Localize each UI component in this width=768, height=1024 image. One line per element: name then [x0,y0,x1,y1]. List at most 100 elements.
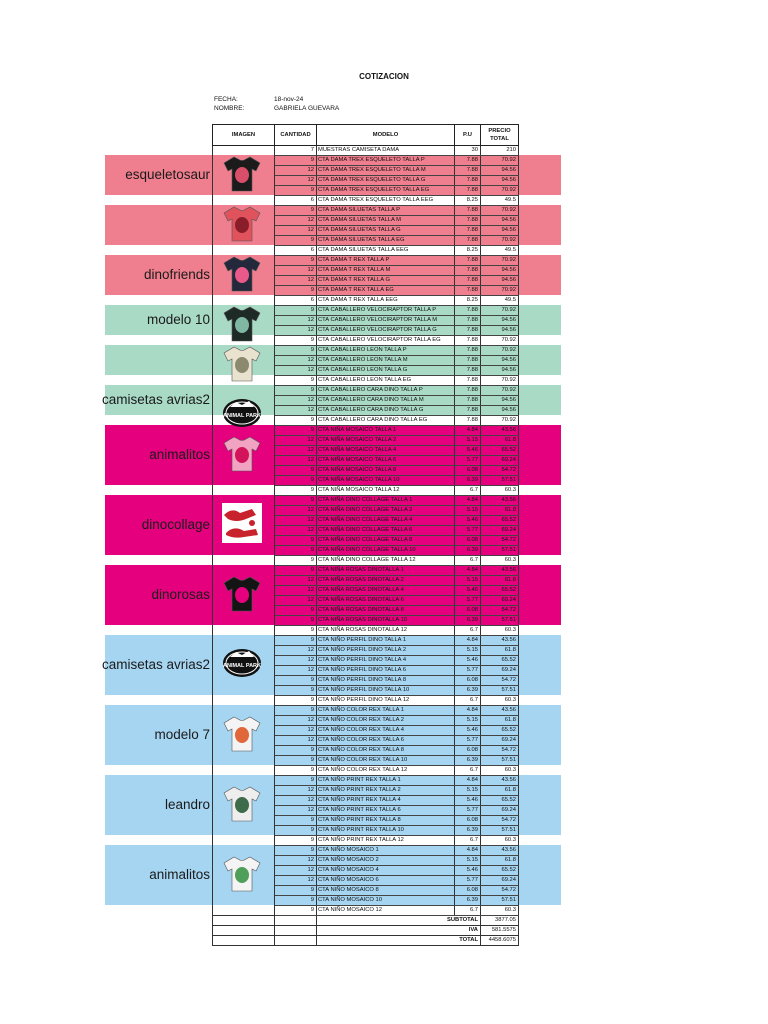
cell-unit-price: 4.84 [454,705,481,716]
cell-total-price: 69.24 [480,665,519,676]
summary-label: IVA [316,925,481,936]
table-row: 9 CTA NIÑO PERFIL DINO TALLA 12 6.7 60.3 [212,695,519,706]
cell-model: CTA DAMA T REX TALLA M [316,265,455,276]
cell-model: CTA DAMA TREX ESQUELETO TALLA G [316,175,455,186]
cell-quantity: 9 [274,465,317,476]
cell-model: CTA NIÑO MOSAICO 4 [316,865,455,876]
cell-unit-price: 5.77 [454,875,481,886]
table-row: 9 CTA NIÑO PERFIL DINO TALLA 8 6.08 54.72 [212,675,519,686]
cell-unit-price: 5.46 [454,445,481,456]
cell-model: CTA DAMA SILUETAS TALLA P [316,205,455,216]
cell-model: CTA NIÑA MOSAICO TALLA 4 [316,445,455,456]
cell-quantity: 12 [274,175,317,186]
cell-model: CTA NIÑO MOSAICO 8 [316,885,455,896]
cell-total-price: 61.8 [480,505,519,516]
header-precio-total: PRECIO TOTAL [480,124,519,146]
cell-unit-price: 5.46 [454,515,481,526]
cell-unit-price: 7.88 [454,415,481,426]
summary-empty-quantity [274,925,317,936]
cell-total-price: 43.56 [480,495,519,506]
cell-unit-price: 6.39 [454,615,481,626]
cell-image [212,895,275,906]
cell-total-price: 54.72 [480,675,519,686]
cell-unit-price: 6.7 [454,905,481,916]
cell-model: CTA DAMA TREX ESQUELETO TALLA M [316,165,455,176]
cell-total-price: 57.51 [480,895,519,906]
cell-total-price: 70.92 [480,385,519,396]
cell-model: CTA DAMA T REX TALLA G [316,275,455,286]
cell-unit-price: 6.7 [454,625,481,636]
cell-quantity: 6 [274,245,317,256]
cell-quantity: 12 [274,655,317,666]
svg-text:ANIMAL PARK: ANIMAL PARK [223,413,261,419]
cell-total-price: 54.72 [480,605,519,616]
cell-total-price: 70.92 [480,345,519,356]
cell-unit-price: 6.08 [454,535,481,546]
cell-model: CTA NIÑA ROSAS DINOTALLA 1 [316,565,455,576]
annotation-label: camisetas avrias2 [101,657,210,672]
table-row: 9 CTA NIÑO COLOR REX TALLA 10 6.39 57.51 [212,755,519,766]
white-tshirt-color-rex-icon [222,713,262,753]
cell-total-price: 65.52 [480,865,519,876]
cell-total-price: 65.52 [480,655,519,666]
cell-unit-price: 6.08 [454,815,481,826]
cell-quantity: 6 [274,195,317,206]
cell-unit-price: 4.84 [454,495,481,506]
cell-model: CTA NIÑO PRINT REX TALLA 1 [316,775,455,786]
cell-unit-price: 7.88 [454,275,481,286]
cell-unit-price: 7.88 [454,155,481,166]
cell-total-price: 69.24 [480,595,519,606]
cell-total-price: 43.56 [480,845,519,856]
pink-tshirt-mosaic-icon [222,433,262,473]
header-modelo: MODELO [316,124,455,146]
cell-unit-price: 6.7 [454,485,481,496]
cell-quantity: 7 [274,145,317,156]
cell-image [212,825,275,836]
fecha-label: FECHA: [214,96,238,103]
cell-total-price: 70.92 [480,155,519,166]
cell-quantity: 9 [274,495,317,506]
cell-quantity: 9 [274,305,317,316]
table-row: 9 CTA NIÑA DINO COLLAGE TALLA 10 6.39 57.51 [212,545,519,556]
cell-model: MUESTRAS CAMISETA DAMA [316,145,455,156]
cell-total-price: 57.51 [480,615,519,626]
cell-model: CTA NIÑO MOSAICO 10 [316,895,455,906]
cell-unit-price: 7.88 [454,265,481,276]
summary-row: IVA 581.5575 [212,925,519,936]
summary-label: SUBTOTAL [316,915,481,926]
annotation-label: modelo 7 [154,727,210,742]
cell-unit-price: 6.39 [454,475,481,486]
cell-quantity: 9 [274,765,317,776]
cell-quantity: 9 [274,255,317,266]
cell-unit-price: 7.88 [454,405,481,416]
cell-total-price: 94.56 [480,355,519,366]
cell-model: CTA NIÑA DINO COLLAGE TALLA 12 [316,555,455,566]
cell-total-price: 94.56 [480,315,519,326]
cell-total-price: 69.24 [480,805,519,816]
summary-empty-quantity [274,935,317,946]
summary-row: TOTAL 4458.6075 [212,935,519,946]
cell-model: CTA NIÑO COLOR REX TALLA 10 [316,755,455,766]
table-row: 12 CTA NIÑA MOSAICO TALLA 4 5.46 65.52 [212,445,519,456]
cell-quantity: 9 [274,905,317,916]
animal-park-logo-icon: ANIMAL PARK [222,643,262,683]
cell-total-price: 70.92 [480,335,519,346]
cell-unit-price: 7.88 [454,235,481,246]
cell-unit-price: 5.15 [454,855,481,866]
cell-quantity: 9 [274,335,317,346]
cell-total-price: 94.56 [480,175,519,186]
cell-quantity: 12 [274,795,317,806]
table-row: 9 CTA CABALLERO CARA DINO TALLA P 7.88 70.9… [212,385,519,396]
cell-model: CTA DAMA TREX ESQUELETO TALLA EG [316,185,455,196]
cell-total-price: 43.56 [480,775,519,786]
cell-quantity: 9 [274,615,317,626]
summary-value: 4458.6075 [480,935,519,946]
cell-total-price: 60.3 [480,905,519,916]
cell-model: CTA NIÑA ROSAS DINOTALLA 4 [316,585,455,596]
cell-quantity: 12 [274,215,317,226]
cell-quantity: 9 [274,185,317,196]
cell-unit-price: 7.88 [454,175,481,186]
annotation-label: animalitos [149,867,210,882]
cell-model: CTA CABALLERO LEON TALLA EG [316,375,455,386]
cell-image [212,545,275,556]
